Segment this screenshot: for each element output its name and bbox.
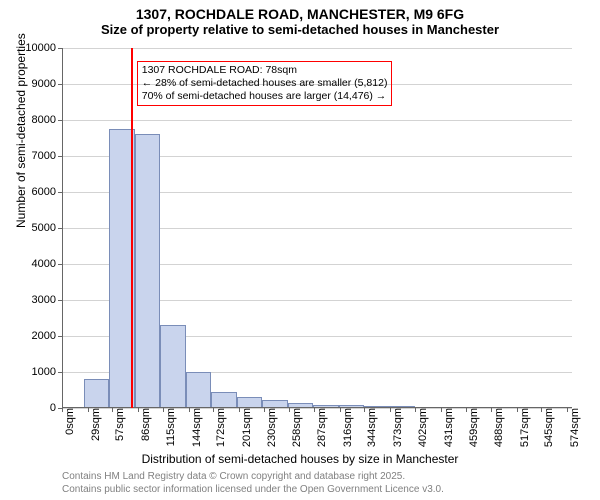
histogram-bar [135, 134, 161, 408]
ytick-label: 4000 [32, 258, 62, 270]
ytick-label: 5000 [32, 222, 62, 234]
xtick-label: 459sqm [462, 408, 480, 447]
xtick-label: 517sqm [513, 408, 531, 447]
xtick-label: 373sqm [386, 408, 404, 447]
xtick-label: 57sqm [108, 408, 126, 441]
y-axis-line [62, 48, 63, 408]
chart-container: 1307, ROCHDALE ROAD, MANCHESTER, M9 6FG … [0, 0, 600, 500]
ytick-label: 9000 [32, 78, 62, 90]
histogram-bar [211, 392, 237, 408]
title-sub: Size of property relative to semi-detach… [0, 22, 600, 41]
ytick-label: 1000 [32, 366, 62, 378]
histogram-bar [84, 379, 110, 408]
x-axis-line [62, 407, 572, 408]
annotation-line: 1307 ROCHDALE ROAD: 78sqm [142, 64, 388, 77]
xtick-label: 0sqm [58, 408, 76, 435]
annotation-line: ← 28% of semi-detached houses are smalle… [142, 77, 388, 90]
y-axis-label: Number of semi-detached properties [14, 33, 28, 228]
xtick-label: 402sqm [411, 408, 429, 447]
histogram-bar [160, 325, 186, 408]
title-main: 1307, ROCHDALE ROAD, MANCHESTER, M9 6FG [0, 0, 600, 22]
annotation-line: 70% of semi-detached houses are larger (… [142, 90, 388, 103]
xtick-label: 344sqm [360, 408, 378, 447]
credits-line-1: Contains HM Land Registry data © Crown c… [62, 471, 444, 484]
ytick-label: 8000 [32, 114, 62, 126]
property-marker-line [131, 48, 133, 408]
gridline [62, 48, 572, 49]
credits-line-2: Contains public sector information licen… [62, 484, 444, 497]
xtick-label: 431sqm [437, 408, 455, 447]
annotation-box: 1307 ROCHDALE ROAD: 78sqm← 28% of semi-d… [137, 61, 393, 106]
xtick-label: 574sqm [563, 408, 581, 447]
xtick-label: 488sqm [487, 408, 505, 447]
xtick-label: 86sqm [134, 408, 152, 441]
xtick-label: 144sqm [185, 408, 203, 447]
xtick-label: 29sqm [84, 408, 102, 441]
xtick-label: 287sqm [310, 408, 328, 447]
ytick-label: 7000 [32, 150, 62, 162]
x-axis-label: Distribution of semi-detached houses by … [0, 452, 600, 466]
gridline [62, 120, 572, 121]
xtick-label: 258sqm [285, 408, 303, 447]
ytick-label: 3000 [32, 294, 62, 306]
credits: Contains HM Land Registry data © Crown c… [62, 471, 444, 496]
xtick-label: 201sqm [235, 408, 253, 447]
ytick-label: 2000 [32, 330, 62, 342]
xtick-label: 316sqm [336, 408, 354, 447]
plot-area: 0100020003000400050006000700080009000100… [62, 48, 572, 408]
histogram-bar [186, 372, 212, 408]
xtick-label: 545sqm [537, 408, 555, 447]
ytick-label: 6000 [32, 186, 62, 198]
xtick-label: 230sqm [260, 408, 278, 447]
xtick-label: 172sqm [209, 408, 227, 447]
ytick-label: 10000 [25, 42, 62, 54]
xtick-label: 115sqm [159, 408, 177, 446]
